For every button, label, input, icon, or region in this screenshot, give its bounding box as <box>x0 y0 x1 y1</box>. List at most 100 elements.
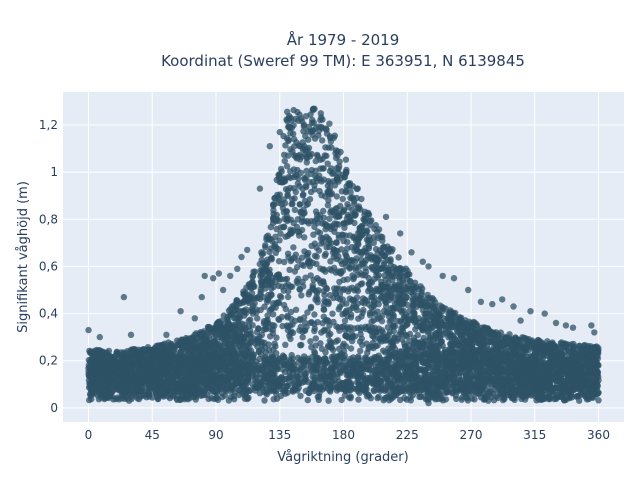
data-point <box>280 287 287 294</box>
data-point <box>248 289 256 297</box>
data-point <box>490 397 498 404</box>
data-point <box>355 396 362 403</box>
data-point <box>322 125 330 132</box>
data-point <box>384 324 392 331</box>
data-point <box>272 343 279 350</box>
data-point <box>311 223 318 230</box>
data-point <box>411 315 418 323</box>
data-point <box>241 395 249 402</box>
data-point <box>513 347 520 355</box>
data-point <box>290 244 297 251</box>
data-point <box>312 342 319 349</box>
data-point <box>256 260 263 268</box>
data-point <box>291 317 299 324</box>
data-point <box>325 397 332 404</box>
data-point <box>401 340 408 347</box>
data-point <box>329 310 336 317</box>
data-point <box>569 347 577 354</box>
data-point <box>387 290 394 297</box>
data-point <box>413 322 421 330</box>
data-point <box>349 333 357 340</box>
data-point <box>222 335 229 343</box>
data-point <box>301 209 308 217</box>
data-point <box>306 263 314 270</box>
data-point <box>318 329 325 336</box>
data-point <box>326 215 333 222</box>
data-point <box>322 317 329 324</box>
data-point <box>438 306 445 313</box>
data-point <box>233 297 240 304</box>
data-point <box>342 252 350 259</box>
data-point <box>305 291 312 298</box>
data-point <box>275 258 283 265</box>
data-point <box>284 293 292 301</box>
data-point <box>336 327 343 334</box>
data-point <box>326 266 333 273</box>
data-point <box>281 157 288 165</box>
data-point <box>362 268 370 276</box>
data-point <box>306 196 314 203</box>
data-point <box>366 233 373 241</box>
data-point <box>276 173 283 180</box>
data-point <box>409 290 416 298</box>
data-point <box>357 281 365 288</box>
data-point <box>329 170 336 177</box>
data-point <box>247 316 254 323</box>
data-point <box>404 267 411 275</box>
data-point <box>421 310 428 317</box>
data-point <box>344 238 351 246</box>
data-point <box>280 301 288 309</box>
data-point <box>281 258 288 266</box>
data-point <box>282 142 289 149</box>
data-point <box>354 287 362 295</box>
data-point <box>504 337 512 344</box>
data-point <box>304 309 311 316</box>
data-point <box>325 332 332 339</box>
data-point <box>411 337 418 345</box>
data-point <box>218 393 226 401</box>
data-point <box>261 344 269 351</box>
data-point <box>357 347 364 355</box>
data-point <box>317 116 324 124</box>
data-point <box>461 327 469 334</box>
data-point <box>229 303 236 310</box>
data-point <box>453 395 460 403</box>
data-point <box>344 211 351 219</box>
data-point <box>475 345 483 353</box>
data-point <box>424 291 431 299</box>
data-point <box>289 329 297 336</box>
data-point <box>302 133 309 140</box>
data-point <box>304 396 311 404</box>
data-point <box>346 306 353 313</box>
data-point <box>184 392 191 399</box>
data-point <box>367 278 374 286</box>
data-point <box>251 300 258 307</box>
data-point <box>325 144 332 151</box>
data-point <box>320 306 327 313</box>
data-point <box>270 210 277 217</box>
data-point <box>429 331 436 339</box>
data-point <box>435 367 442 374</box>
data-point <box>296 201 303 208</box>
data-point <box>270 216 277 224</box>
data-point <box>394 335 401 343</box>
data-point <box>325 299 332 306</box>
data-point <box>224 324 231 331</box>
data-point <box>422 303 429 310</box>
data-point <box>276 178 284 186</box>
data-point <box>324 327 331 334</box>
data-point <box>224 313 231 320</box>
data-point <box>403 332 410 340</box>
data-point <box>284 108 291 116</box>
data-point <box>470 318 477 326</box>
data-point <box>409 303 417 310</box>
data-point <box>330 253 337 261</box>
data-point <box>307 303 315 311</box>
data-point <box>324 202 332 209</box>
data-point <box>397 396 404 404</box>
data-point <box>283 215 290 222</box>
data-point <box>375 256 383 263</box>
data-point <box>393 317 400 325</box>
data-point <box>186 346 193 353</box>
data-point <box>251 295 258 302</box>
